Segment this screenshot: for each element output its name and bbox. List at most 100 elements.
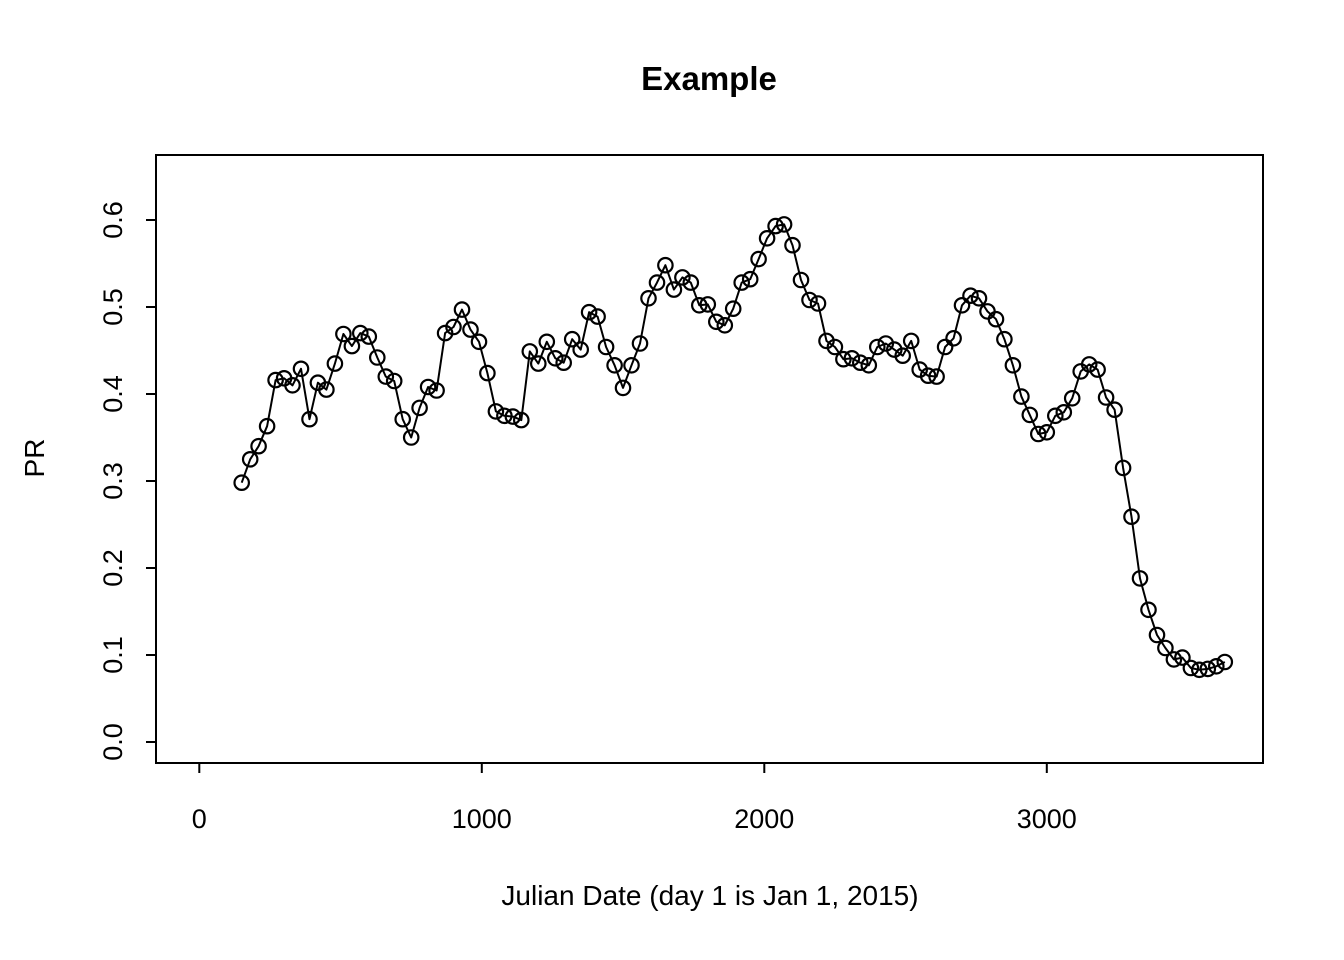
data-point-marker: [614, 379, 632, 397]
data-point-marker: [589, 308, 606, 325]
data-point-marker: [623, 356, 640, 374]
x-tick-label: 2000: [734, 804, 794, 834]
data-point-marker: [419, 378, 437, 396]
data-point-marker: [750, 250, 767, 268]
data-point-marker: [394, 410, 411, 428]
chart-title: Example: [641, 60, 777, 97]
data-point-marker: [945, 329, 962, 347]
data-point-marker: [631, 335, 649, 352]
data-point-marker: [504, 408, 522, 425]
data-point-marker: [902, 332, 920, 350]
data-point-marker: [716, 316, 734, 334]
data-point-marker: [1208, 657, 1225, 675]
data-point-marker: [657, 256, 674, 274]
y-tick-label: 0.0: [98, 723, 128, 761]
data-point-marker: [996, 330, 1013, 348]
data-point-marker: [1055, 403, 1073, 421]
data-point-marker: [462, 321, 479, 338]
x-axis-label: Julian Date (day 1 is Jan 1, 2015): [501, 880, 918, 911]
data-point-marker: [301, 410, 318, 428]
x-tick-label: 3000: [1017, 804, 1077, 834]
data-point-marker: [597, 338, 615, 356]
data-point-marker: [1148, 626, 1166, 644]
data-point-marker: [792, 271, 810, 289]
data-point-marker: [733, 274, 750, 291]
data-point-marker: [428, 382, 445, 399]
data-point-marker: [1106, 401, 1123, 418]
data-point-marker: [894, 347, 911, 364]
data-point-marker: [1004, 356, 1022, 374]
data-point-marker: [809, 295, 827, 312]
plot-border: [155, 154, 1264, 764]
data-point-marker: [860, 356, 878, 374]
data-point-marker: [343, 337, 361, 355]
data-point-marker: [851, 354, 869, 371]
data-point-marker: [962, 287, 979, 304]
data-point-marker: [411, 399, 428, 417]
data-point-marker: [648, 274, 666, 291]
data-series: [233, 216, 1234, 679]
data-point-marker: [741, 270, 759, 288]
data-point-marker: [928, 368, 945, 385]
data-point-marker: [1080, 356, 1098, 373]
x-tick-label: 1000: [452, 804, 512, 834]
data-point-marker: [1097, 389, 1115, 406]
data-point-marker: [258, 417, 276, 435]
data-point-marker: [1123, 508, 1140, 525]
data-point-marker: [538, 333, 556, 351]
data-point-marker: [470, 333, 488, 351]
data-point-marker: [835, 350, 852, 368]
y-tick-label: 0.6: [98, 201, 128, 239]
x-axis-ticks: 0 1000 2000 3000: [192, 763, 1077, 834]
data-point-marker: [1157, 639, 1174, 657]
data-point-marker: [970, 289, 988, 307]
data-point-marker: [580, 303, 598, 321]
series-line: [240, 223, 1226, 671]
data-point-marker: [707, 313, 725, 331]
data-point-marker: [1199, 660, 1217, 678]
y-axis-ticks: 0.0 0.1 0.2 0.3 0.4 0.5 0.6: [98, 201, 156, 761]
data-point-marker: [919, 367, 937, 384]
data-point-marker: [784, 236, 801, 254]
data-point-marker: [529, 355, 547, 372]
data-point-marker: [1063, 389, 1081, 407]
data-point-marker: [377, 368, 395, 385]
data-point-marker: [1174, 649, 1191, 666]
data-point-marker: [445, 318, 462, 336]
data-point-marker: [1191, 661, 1208, 679]
y-tick-label: 0.2: [98, 549, 128, 587]
y-tick-label: 0.4: [98, 375, 128, 413]
data-point-marker: [843, 349, 861, 367]
data-point-marker: [1165, 651, 1183, 668]
data-point-marker: [250, 437, 267, 455]
data-point-marker: [233, 474, 250, 491]
data-point-marker: [1216, 653, 1234, 671]
data-point-marker: [1089, 361, 1106, 378]
data-point-marker: [1182, 659, 1200, 677]
data-point-marker: [496, 407, 513, 425]
data-point-marker: [284, 376, 301, 394]
data-point-marker: [665, 281, 683, 298]
data-point-marker: [987, 310, 1005, 328]
x-tick-label: 0: [192, 804, 207, 834]
data-point-marker: [335, 325, 352, 343]
data-point-marker: [326, 355, 344, 372]
data-point-marker: [826, 338, 844, 356]
data-point-marker: [690, 296, 708, 314]
data-point-marker: [1030, 425, 1047, 443]
data-point-marker: [453, 301, 471, 318]
data-point-marker: [521, 343, 539, 360]
data-point-marker: [1140, 601, 1157, 619]
data-point-marker: [241, 450, 259, 468]
data-point-marker: [724, 300, 742, 317]
data-point-marker: [360, 328, 378, 345]
data-point-marker: [351, 324, 369, 342]
data-point-marker: [479, 364, 496, 382]
data-point-marker: [868, 338, 886, 356]
data-point-marker: [640, 289, 657, 307]
data-point-marker: [555, 354, 572, 371]
data-point-marker: [699, 296, 717, 313]
y-tick-label: 0.1: [98, 636, 128, 674]
